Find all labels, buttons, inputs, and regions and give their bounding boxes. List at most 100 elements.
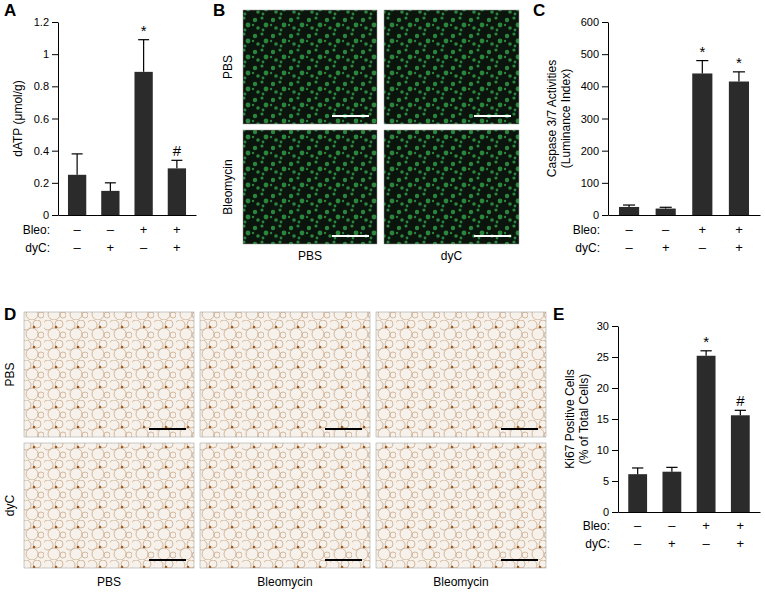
y-tick-label: 0 bbox=[593, 209, 599, 221]
row-label: PBS bbox=[3, 362, 17, 386]
y-axis-title-line: (% of Total Cells) bbox=[577, 374, 591, 464]
column-label: Bleomycin bbox=[433, 575, 488, 589]
y-axis-title: Ki67 Positive Cells(% of Total Cells) bbox=[563, 369, 591, 468]
figure: A*#00.20.40.60.811.2dATP (μmol/g)Bleo:––… bbox=[0, 0, 765, 596]
x-axis-line bbox=[609, 215, 761, 216]
micrograph bbox=[384, 130, 519, 244]
x-axis bbox=[59, 215, 197, 217]
y-tick-mark bbox=[602, 119, 608, 120]
y-tick: 15 bbox=[597, 413, 618, 425]
scale-bar bbox=[149, 428, 186, 430]
y-tick: 0.6 bbox=[34, 113, 58, 125]
y-tick: 300 bbox=[581, 113, 608, 125]
error-bar bbox=[171, 160, 182, 168]
y-tick-label: 20 bbox=[597, 382, 609, 394]
bar bbox=[68, 175, 86, 215]
column-label: Bleomycin bbox=[257, 575, 312, 589]
y-tick: 0 bbox=[593, 209, 608, 221]
condition-label: dyC: bbox=[585, 537, 610, 551]
y-tick-label: 15 bbox=[597, 413, 609, 425]
significance-marker: * bbox=[699, 43, 705, 60]
y-tick: 600 bbox=[581, 16, 608, 28]
significance-marker: # bbox=[736, 392, 745, 409]
bar bbox=[692, 73, 712, 215]
y-tick-mark bbox=[52, 151, 58, 152]
condition-mark: – bbox=[625, 240, 633, 255]
y-tick: 0 bbox=[43, 209, 58, 221]
y-tick-label: 400 bbox=[581, 80, 599, 92]
y-tick-mark bbox=[602, 22, 608, 23]
y-axis-title: dATP (μmol/g) bbox=[11, 80, 25, 157]
micrograph bbox=[376, 312, 546, 437]
image-panel: BPBSBleomycinPBSdyC bbox=[213, 1, 519, 263]
error-bar bbox=[733, 72, 745, 82]
error-bar-stem bbox=[671, 467, 672, 471]
y-axis-title-line: Caspase 3/7 Activities bbox=[545, 60, 559, 177]
error-bar-stem bbox=[143, 40, 144, 72]
y-axis: 0100200300400500600 bbox=[581, 16, 609, 221]
y-tick: 100 bbox=[581, 177, 608, 189]
y-tick-label: 100 bbox=[581, 177, 599, 189]
condition-label: dyC: bbox=[25, 241, 50, 255]
bar bbox=[619, 207, 639, 215]
scale-bar bbox=[149, 559, 186, 561]
y-tick-mark bbox=[612, 450, 618, 451]
y-axis-title: Caspase 3/7 Activities(Luminance Index) bbox=[545, 60, 573, 177]
error-bar-cap bbox=[733, 71, 745, 72]
condition-mark: – bbox=[668, 518, 676, 533]
error-bar-cap bbox=[735, 410, 746, 411]
y-tick: 1 bbox=[43, 48, 58, 60]
y-tick-mark bbox=[612, 326, 618, 327]
y-tick-mark bbox=[52, 215, 58, 216]
error-bar-cap bbox=[660, 207, 672, 208]
column-label: dyC bbox=[441, 249, 463, 263]
y-tick-mark bbox=[612, 481, 618, 482]
x-axis-line bbox=[59, 215, 197, 216]
scale-bar bbox=[474, 115, 511, 117]
error-bar-stem bbox=[740, 410, 741, 415]
y-tick-mark bbox=[602, 215, 608, 216]
error-bar-cap bbox=[105, 182, 116, 183]
condition-mark: + bbox=[140, 222, 148, 237]
error-bar bbox=[623, 205, 635, 207]
y-tick-mark bbox=[612, 388, 618, 389]
error-bar-cap bbox=[72, 153, 83, 154]
y-tick-label: 0 bbox=[43, 209, 49, 221]
y-tick-label: 0.2 bbox=[34, 177, 49, 189]
bar bbox=[697, 356, 716, 512]
y-tick-mark bbox=[612, 357, 618, 358]
row-label: Bleomycin bbox=[221, 159, 235, 214]
error-bar-cap bbox=[623, 204, 635, 205]
panel-label: C bbox=[533, 1, 545, 20]
error-bar-stem bbox=[706, 351, 707, 356]
y-tick: 25 bbox=[597, 351, 618, 363]
error-bar-stem bbox=[77, 154, 78, 175]
y-tick: 0.4 bbox=[34, 145, 58, 157]
plot-area bbox=[619, 61, 749, 215]
condition-mark: + bbox=[735, 222, 743, 237]
plot-area bbox=[628, 351, 749, 512]
micrograph bbox=[384, 10, 519, 124]
y-tick-label: 0.6 bbox=[34, 113, 49, 125]
error-bar bbox=[632, 468, 643, 474]
scale-bar bbox=[332, 235, 369, 237]
y-tick: 20 bbox=[597, 382, 618, 394]
bar bbox=[662, 472, 681, 512]
bar bbox=[168, 168, 186, 215]
y-axis: 00.20.40.60.811.2 bbox=[34, 16, 59, 221]
y-tick-label: 0.4 bbox=[34, 145, 49, 157]
significance-marker: # bbox=[173, 142, 182, 159]
error-bar bbox=[735, 410, 746, 415]
y-tick-mark bbox=[612, 419, 618, 420]
condition-mark: – bbox=[702, 536, 710, 551]
error-bar-cap bbox=[138, 39, 149, 40]
error-bar-stem bbox=[702, 61, 703, 74]
condition-label: dyC: bbox=[575, 241, 600, 255]
y-tick-mark bbox=[602, 86, 608, 87]
condition-mark: – bbox=[662, 222, 670, 237]
error-bar-cap bbox=[632, 467, 643, 468]
micrograph bbox=[243, 10, 377, 124]
scale-bar bbox=[501, 428, 538, 430]
y-tick-mark bbox=[52, 119, 58, 120]
x-axis bbox=[609, 215, 761, 217]
